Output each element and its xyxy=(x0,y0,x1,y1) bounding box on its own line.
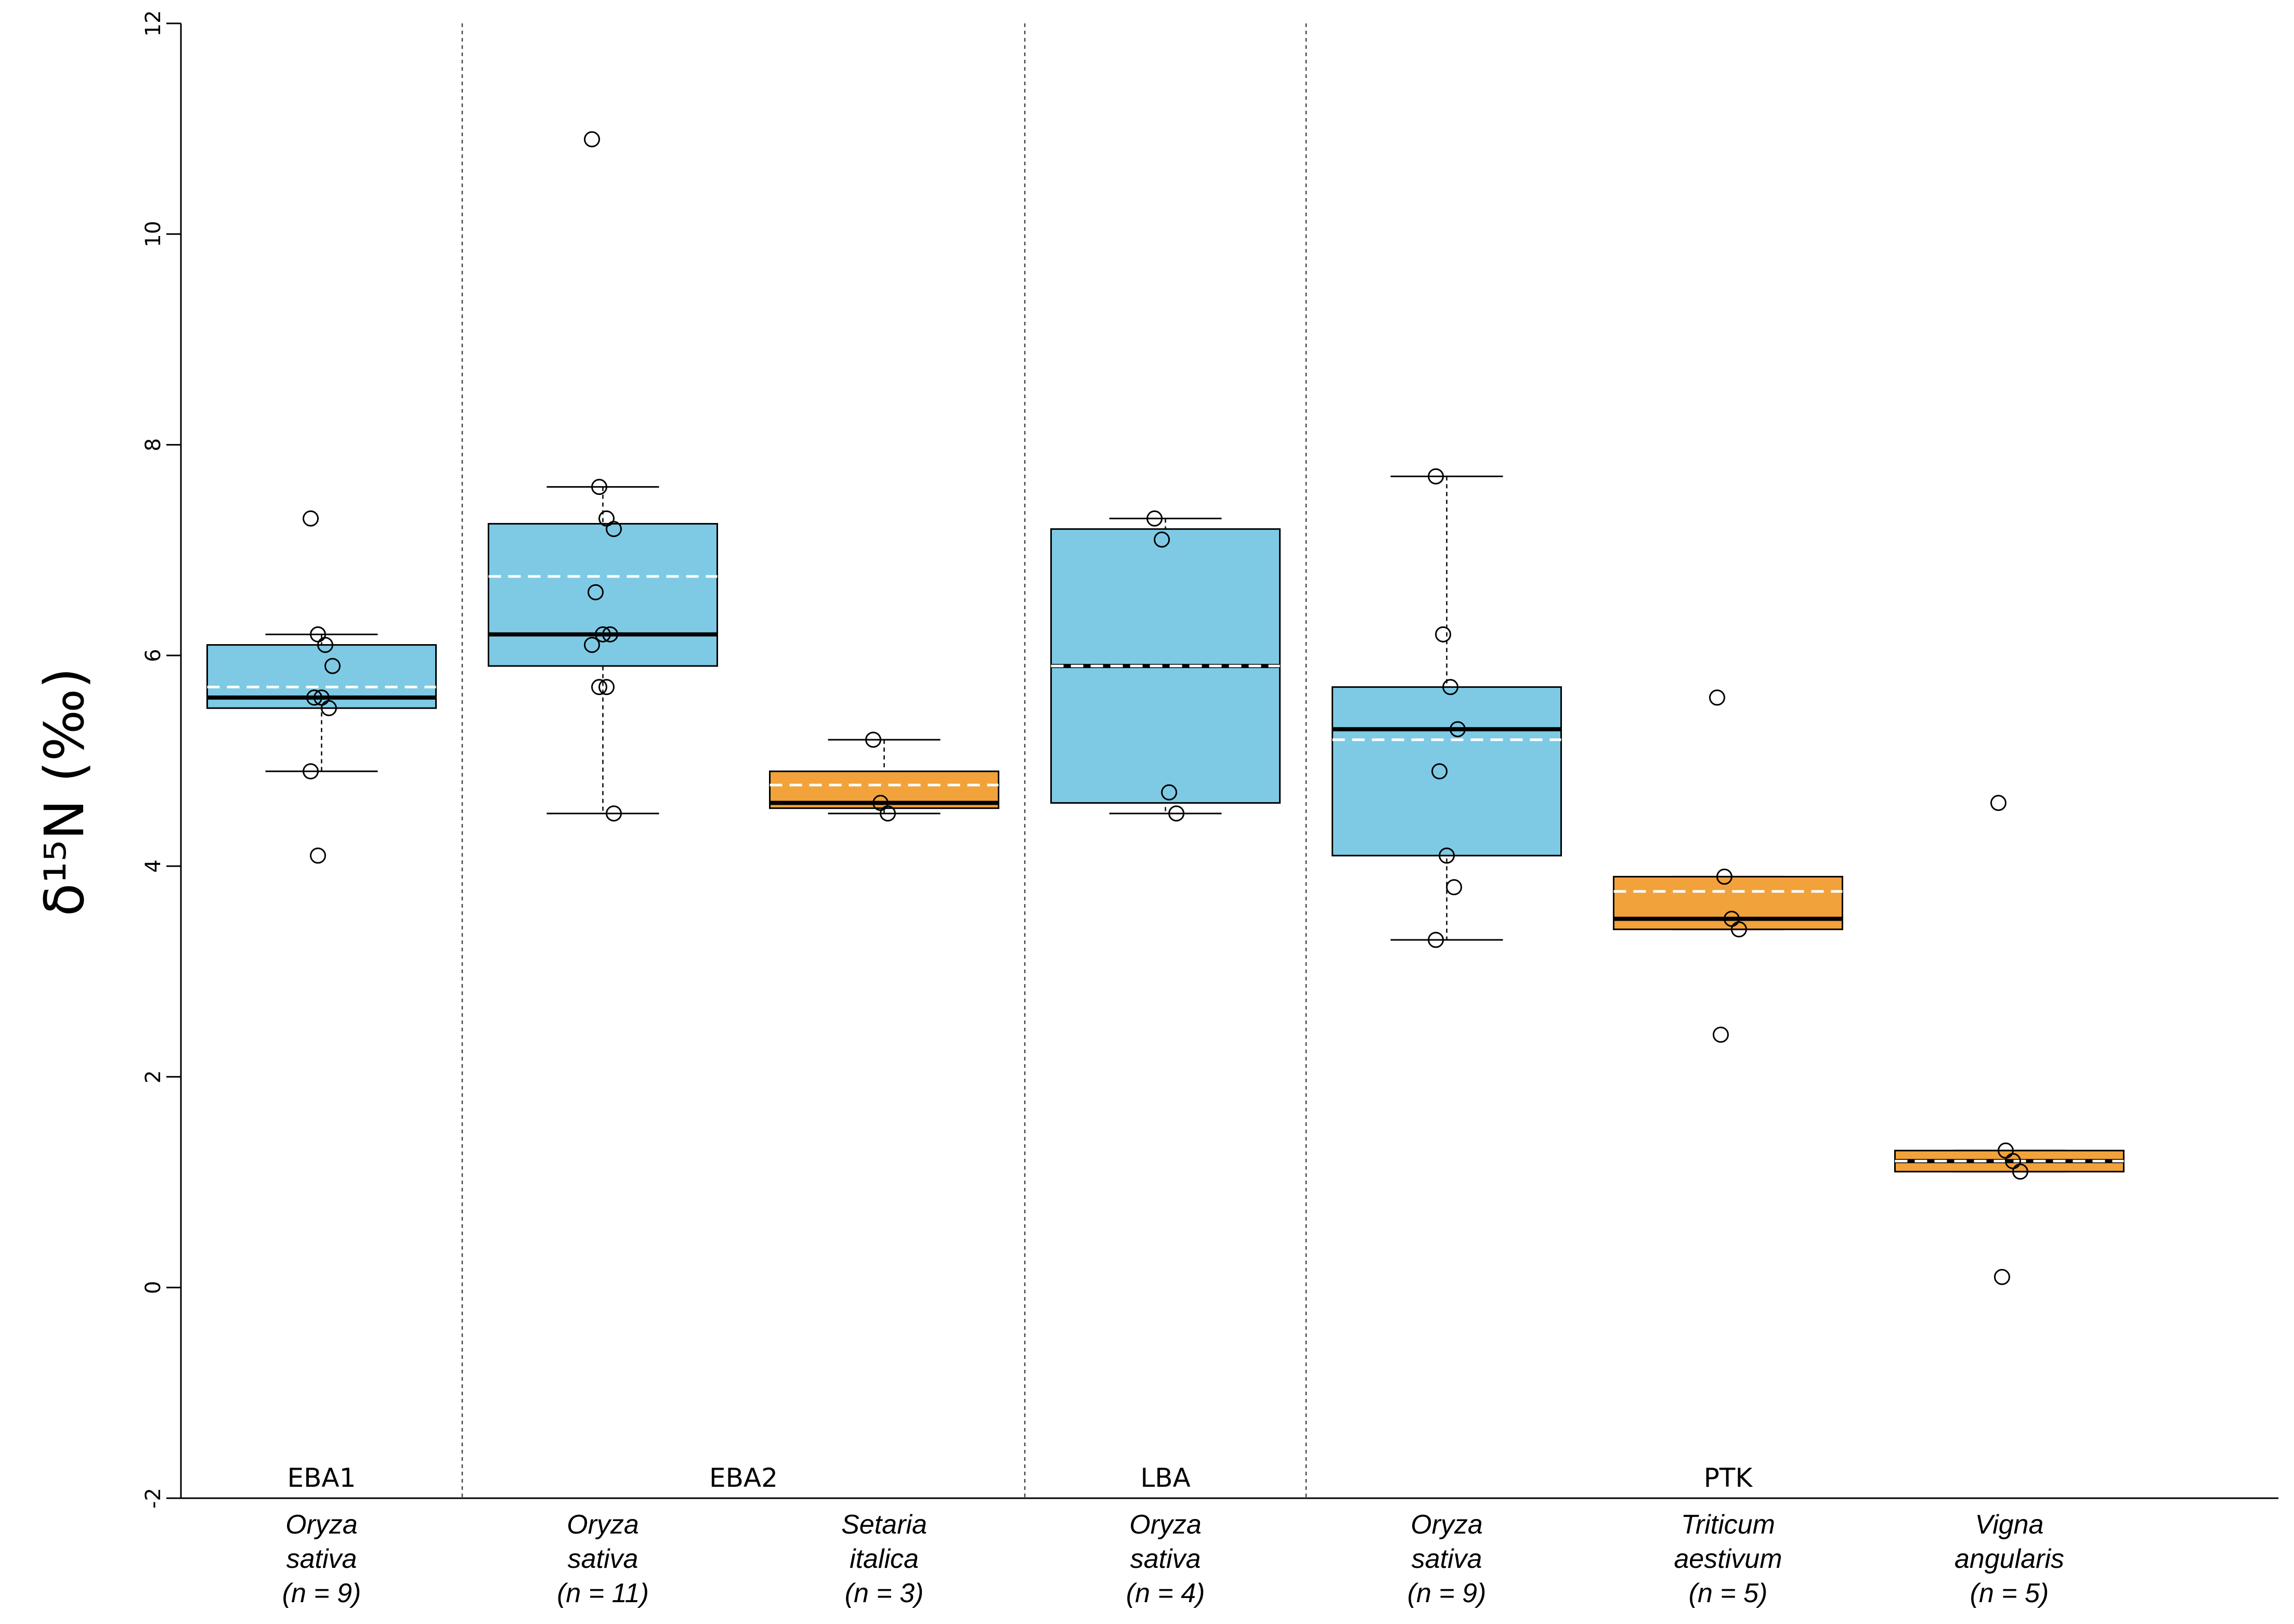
data-points xyxy=(303,131,2028,1285)
data-point xyxy=(303,510,319,527)
category-label-species: italica xyxy=(850,1544,919,1574)
data-point xyxy=(1439,847,1455,864)
data-point xyxy=(1713,1026,1729,1043)
data-point xyxy=(1716,868,1732,885)
category-label-n: (n = 9) xyxy=(282,1578,361,1608)
category-label-n: (n = 9) xyxy=(1407,1578,1487,1608)
data-point xyxy=(606,805,622,822)
boxes xyxy=(206,475,2124,1173)
data-point xyxy=(1431,763,1448,780)
data-point xyxy=(584,131,600,148)
data-point xyxy=(1168,805,1184,822)
box-group xyxy=(1050,517,1281,815)
data-point xyxy=(1428,468,1444,484)
data-point xyxy=(317,637,333,653)
box-group xyxy=(1894,1149,2124,1173)
category-label-n: (n = 11) xyxy=(557,1578,649,1608)
category-label-genus: Setaria xyxy=(841,1510,927,1540)
category-label-n: (n = 4) xyxy=(1126,1578,1205,1608)
period-label: PTK xyxy=(1704,1463,1753,1493)
y-tick-label: 4 xyxy=(141,859,165,872)
data-point xyxy=(1994,1268,2010,1285)
box-group xyxy=(206,633,437,772)
data-point xyxy=(324,658,341,674)
y-tick-label: 8 xyxy=(141,438,165,451)
box-group xyxy=(1332,475,1562,941)
data-point xyxy=(310,847,326,864)
y-tick-label: 10 xyxy=(141,221,165,247)
data-point xyxy=(598,679,615,696)
y-tick-label: 6 xyxy=(141,649,165,662)
data-point xyxy=(1442,679,1458,696)
data-point xyxy=(1446,879,1462,896)
category-label-genus: Triticum xyxy=(1681,1510,1775,1540)
y-tick-label: 2 xyxy=(141,1070,165,1083)
category-label-genus: Oryza xyxy=(285,1510,358,1540)
category-label-n: (n = 5) xyxy=(1689,1578,1768,1608)
category-label-species: sativa xyxy=(1412,1544,1482,1574)
y-tick-label: -2 xyxy=(141,1488,165,1509)
period-label: EBA2 xyxy=(709,1463,778,1493)
data-point xyxy=(1428,932,1444,948)
box-group xyxy=(1613,875,1843,931)
data-point xyxy=(595,626,611,643)
data-point xyxy=(1146,510,1163,527)
category-label-genus: Vigna xyxy=(1975,1510,2043,1540)
category-label-genus: Oryza xyxy=(1411,1510,1483,1540)
labels: EBA1 EBA2 LBA PTK Oryza sativa (n = 9) Oryza sat… xyxy=(282,1463,2064,1608)
box-group xyxy=(769,739,999,815)
category-label-species: aestivum xyxy=(1674,1544,1782,1574)
data-point xyxy=(1709,689,1725,706)
data-point xyxy=(1435,626,1451,643)
period-dividers xyxy=(461,23,1307,1498)
data-point xyxy=(1450,721,1466,738)
data-point xyxy=(1154,531,1170,548)
data-point xyxy=(880,805,896,822)
axes: -2 0 2 4 6 8 10 12 δ¹⁵N (‰) xyxy=(33,10,2278,1509)
data-point xyxy=(1731,921,1747,938)
period-label: EBA1 xyxy=(288,1463,356,1493)
data-point xyxy=(306,689,322,706)
data-point xyxy=(584,637,600,653)
data-point xyxy=(1161,784,1177,801)
data-point xyxy=(1990,795,2006,811)
category-label-species: sativa xyxy=(568,1544,638,1574)
data-point xyxy=(865,731,881,748)
y-tick-label: 0 xyxy=(141,1281,165,1294)
data-point xyxy=(321,700,337,716)
data-point xyxy=(303,763,319,780)
data-point xyxy=(591,679,607,696)
box-group xyxy=(488,486,718,815)
data-point xyxy=(2012,1163,2028,1180)
category-label-genus: Oryza xyxy=(567,1510,639,1540)
y-axis-title: δ¹⁵N (‰) xyxy=(33,667,96,916)
category-label-n: (n = 3) xyxy=(845,1578,924,1608)
category-label-species: angularis xyxy=(1954,1544,2064,1574)
data-point xyxy=(606,521,622,538)
box xyxy=(1613,875,1843,931)
category-label-species: sativa xyxy=(286,1544,357,1574)
category-label-genus: Oryza xyxy=(1129,1510,1202,1540)
category-label-species: sativa xyxy=(1130,1544,1201,1574)
category-label-n: (n = 5) xyxy=(1970,1578,2049,1608)
y-tick-label: 12 xyxy=(141,10,165,37)
period-label: LBA xyxy=(1140,1463,1190,1493)
data-point xyxy=(588,584,604,600)
data-point xyxy=(602,626,618,643)
data-point xyxy=(591,479,607,495)
